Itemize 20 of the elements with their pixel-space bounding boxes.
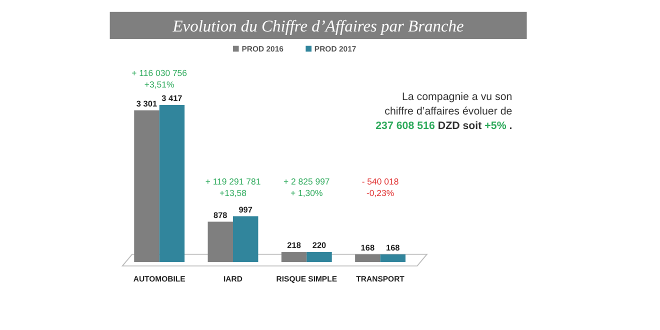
x-tick-label: IARD (224, 274, 243, 284)
annotation: - 540 018 -0,23% (362, 176, 399, 198)
legend-label: PROD 2017 (314, 44, 356, 54)
bar (134, 110, 160, 262)
bar (380, 254, 406, 262)
x-tick-label: AUTOMOBILE (133, 274, 186, 284)
text: La compagnie a vu son chiffre d’affaires évoluer de 237 608 516 DZD soit +5% . (376, 91, 512, 132)
bar (306, 252, 332, 262)
bar (355, 254, 380, 262)
bar (232, 216, 258, 262)
bar (208, 222, 233, 262)
annotation: + 2 825 997 + 1,30% (283, 176, 330, 198)
annotation: + 119 291 781 +13,58 (205, 176, 261, 198)
chart-title: Evolution du Chiffre d’Affaires par Branche (172, 16, 464, 36)
x-tick-label: TRANSPORT (356, 274, 405, 284)
legend-label: PROD 2016 (242, 44, 284, 54)
bar (159, 104, 185, 262)
text: + 116 030 756 +3,51% (132, 68, 188, 90)
bar (281, 252, 307, 262)
x-tick-label: RISQUE SIMPLE (276, 274, 337, 284)
